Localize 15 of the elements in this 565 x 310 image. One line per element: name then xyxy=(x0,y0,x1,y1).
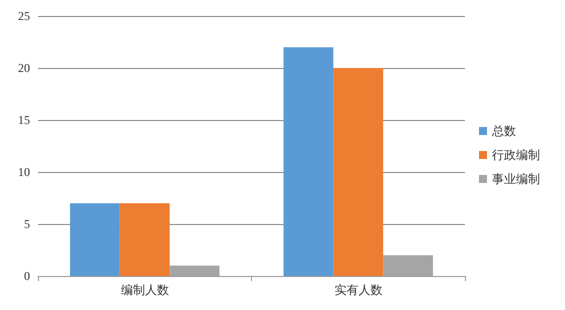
y-tick-label: 20 xyxy=(18,61,30,75)
legend-label: 行政编制 xyxy=(492,148,540,162)
y-tick-label: 10 xyxy=(18,165,30,179)
bar xyxy=(120,203,170,276)
x-tick-label: 编制人数 xyxy=(120,283,169,297)
bar xyxy=(333,68,384,276)
bar xyxy=(284,47,334,276)
legend-label: 总数 xyxy=(491,124,516,138)
y-tick-label: 0 xyxy=(24,269,30,283)
x-tick-label: 实有人数 xyxy=(334,283,382,297)
legend-label: 事业编制 xyxy=(492,172,540,186)
y-tick-label: 5 xyxy=(24,217,30,231)
y-tick-label: 25 xyxy=(18,9,30,23)
bar xyxy=(70,203,120,276)
y-tick-label: 15 xyxy=(18,113,30,127)
